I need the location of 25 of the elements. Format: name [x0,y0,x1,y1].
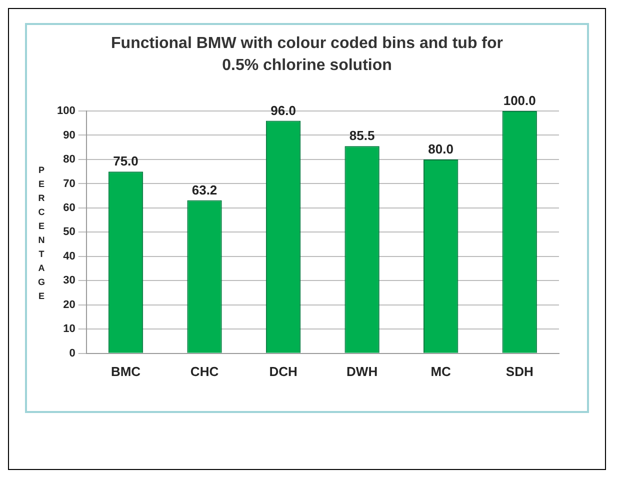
y-tick-label: 30 [63,274,76,287]
x-tick-label: DWH [346,364,378,379]
y-tick-label: 60 [63,202,76,214]
data-label: 100.0 [503,93,536,108]
y-tick-label: 20 [63,298,76,311]
chart-title: Functional BMW with colour coded bins and tub for 0.5% chlorine solution [110,34,504,76]
x-tick-label: SDH [506,364,534,379]
y-tick-label: 10 [63,323,76,336]
data-label: 96.0 [270,102,296,118]
data-label: 75.0 [113,154,138,169]
y-tick-label: 40 [63,250,76,262]
data-label: 80.0 [428,142,454,157]
y-tick-label: 80 [63,154,76,166]
y-tick-label: 90 [63,129,76,142]
x-tick-label: BMC [110,364,142,379]
data-label: 85.5 [349,128,375,144]
x-tick-label: MC [430,364,452,379]
y-tick-label: 70 [63,178,76,190]
y-tick-label: 50 [63,226,76,238]
x-tick-label: CHC [190,364,220,379]
x-tick-label: DCH [269,364,298,379]
text: PERCENTAGE [38,165,45,301]
y-tick-label: 100 [56,105,76,118]
y-tick-label: 0 [69,347,76,360]
data-label: 63.2 [192,182,218,198]
